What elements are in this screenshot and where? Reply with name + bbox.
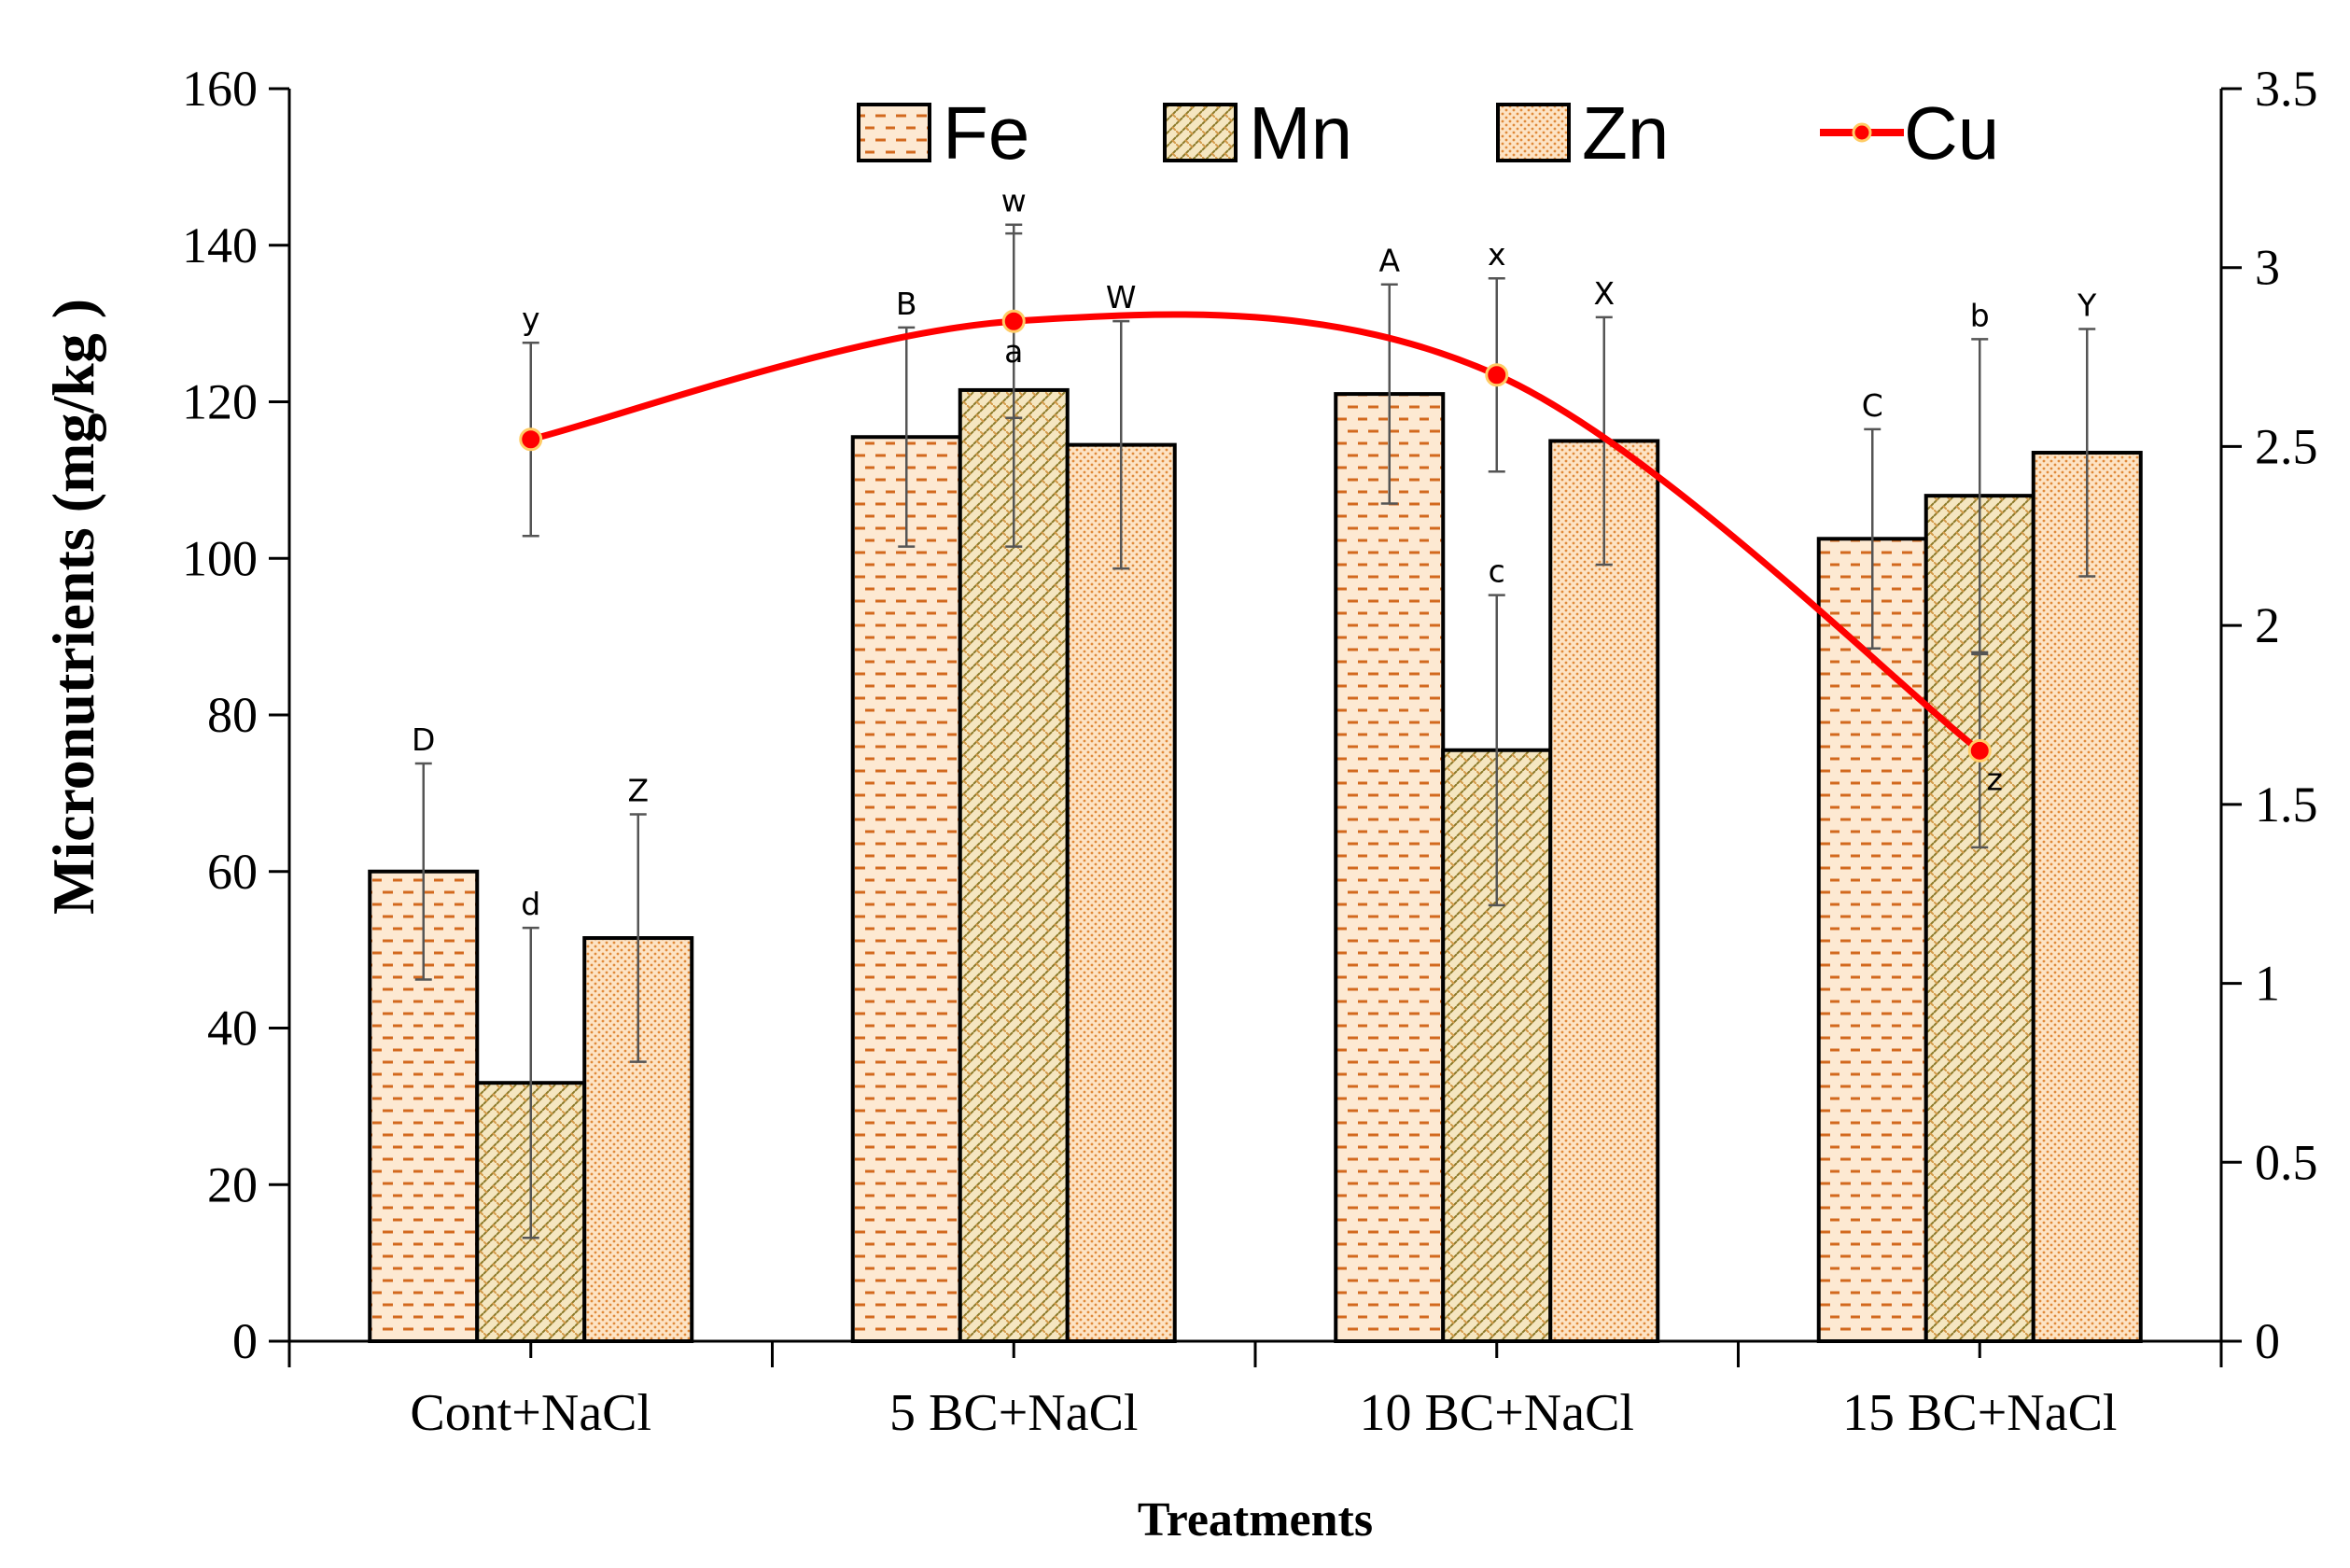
y2-tick-label: 2.5 — [2255, 418, 2318, 474]
significance-letters: D B A Cd a c b Z W X Yy w x z — [412, 183, 2097, 922]
bar-zn — [1065, 442, 1177, 1344]
sig-letter-zn: W — [1106, 279, 1137, 315]
sig-letter-cu: z — [1987, 761, 2003, 797]
y2-tick-label: 0.5 — [2255, 1134, 2318, 1190]
legend-swatch-fe — [857, 103, 931, 162]
cu-point — [519, 427, 543, 452]
y-tick-label: 20 — [207, 1156, 258, 1212]
sig-letter-fe: A — [1378, 243, 1400, 279]
y-tick-label: 140 — [182, 217, 258, 273]
sig-letter-cu: x — [1488, 236, 1506, 273]
y-tick-label: 80 — [207, 687, 258, 743]
legend-label-mn: Mn — [1249, 91, 1352, 175]
y-tick-label: 120 — [182, 374, 258, 430]
sig-letter-fe: C — [1862, 387, 1883, 424]
sig-letter-zn: Y — [2077, 287, 2097, 323]
legend-swatch-mn — [1163, 103, 1238, 162]
y-axis-title: Micronutrients (mg/kg ) — [40, 299, 106, 915]
sig-letter-fe: D — [412, 721, 435, 758]
bar-fe — [1334, 392, 1446, 1343]
sig-letter-mn: a — [1004, 333, 1023, 370]
y2-tick-label: 3.5 — [2255, 61, 2318, 117]
bars — [368, 387, 2143, 1344]
error-bars — [414, 223, 2096, 1239]
x-category-label: Cont+NaCl — [410, 1384, 651, 1442]
bar-fe — [1816, 537, 1928, 1343]
sig-letter-mn: d — [521, 886, 540, 922]
y-tick-label: 160 — [182, 61, 258, 117]
x-ticks: Cont+NaCl 5 BC+NaCl 10 BC+NaCl 15 BC+NaCl — [287, 1341, 2223, 1442]
legend-label-fe: Fe — [943, 91, 1029, 175]
sig-letter-zn: Z — [627, 773, 649, 809]
sig-letter-zn: X — [1593, 275, 1615, 312]
x-category-label: 5 BC+NaCl — [889, 1384, 1139, 1442]
sig-letter-mn: b — [1970, 297, 1990, 333]
legend-marker-cu — [1852, 122, 1872, 143]
right-y-ticks: 0 0.5 1 1.5 2 2.5 3 3.5 — [2221, 61, 2318, 1369]
sig-letter-cu: w — [1001, 183, 1027, 219]
legend-label-cu: Cu — [1904, 91, 1999, 175]
cu-line — [529, 311, 1982, 754]
sig-letter-fe: B — [896, 286, 917, 322]
y-tick-label: 0 — [232, 1313, 258, 1369]
cu-point — [1485, 363, 1509, 387]
y-tick-label: 40 — [207, 1001, 258, 1057]
sig-letter-mn: c — [1489, 553, 1505, 590]
cu-series — [519, 309, 1992, 763]
cu-point — [1967, 738, 1992, 763]
y2-tick-label: 1 — [2255, 956, 2280, 1012]
y-tick-label: 100 — [182, 530, 258, 586]
legend-label-zn: Zn — [1582, 91, 1669, 175]
bar-zn — [2031, 451, 2143, 1343]
sig-letter-cu: y — [522, 301, 540, 337]
y2-tick-label: 3 — [2255, 240, 2280, 296]
bar-zn — [1548, 439, 1660, 1343]
y2-tick-label: 0 — [2255, 1313, 2280, 1369]
y2-tick-label: 2 — [2255, 597, 2280, 653]
y2-tick-label: 1.5 — [2255, 777, 2318, 833]
legend: Fe Mn Zn Cu — [857, 91, 1999, 175]
left-y-ticks: 0 20 40 60 80 100 120 140 160 — [182, 61, 289, 1369]
cu-point — [1001, 309, 1026, 333]
legend-swatch-zn — [1496, 103, 1571, 162]
bar-fe — [850, 435, 962, 1343]
x-category-label: 10 BC+NaCl — [1360, 1384, 1635, 1442]
x-category-label: 15 BC+NaCl — [1842, 1384, 2118, 1442]
y-tick-label: 60 — [207, 844, 258, 900]
x-axis-title: Treatments — [1138, 1493, 1373, 1547]
